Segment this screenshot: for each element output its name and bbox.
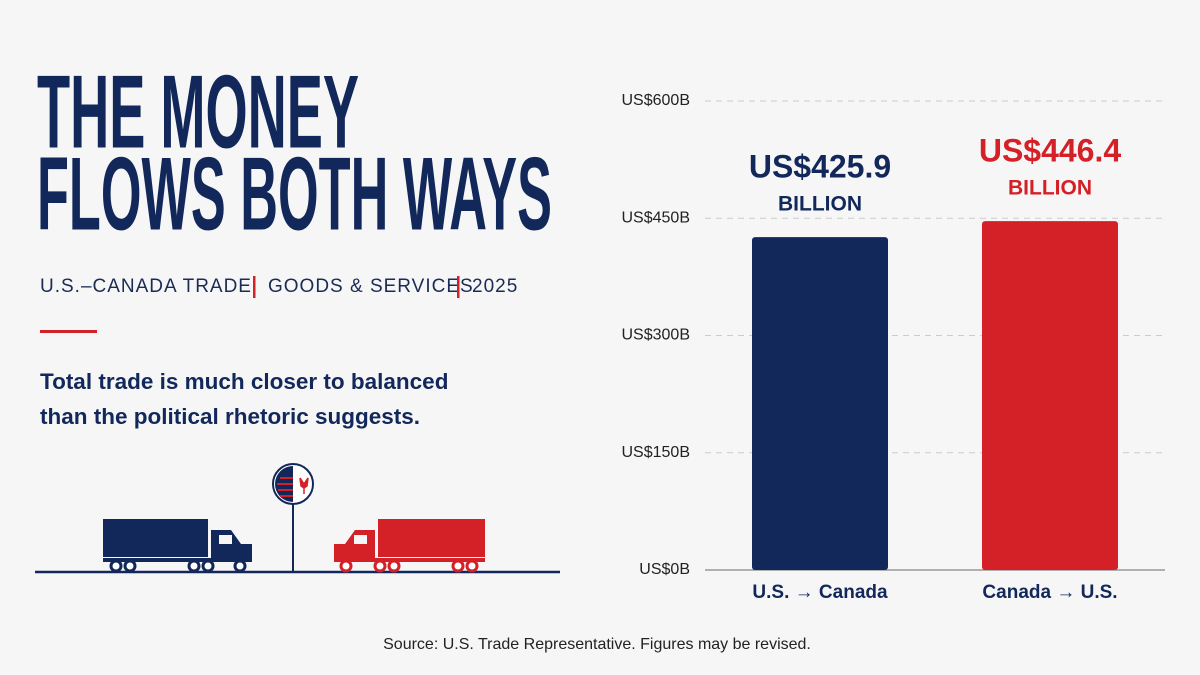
trucks-illustration: [35, 463, 560, 574]
value-label: US$446.4: [979, 133, 1122, 169]
plot: US$0B US$150B US$300B US$450B US$600B U.S. → …: [622, 92, 1165, 603]
y-tick-label: US$600B: [622, 92, 691, 109]
value-label-unit: BILLION: [778, 193, 862, 216]
y-tick-label: US$300B: [622, 327, 691, 344]
description: Total trade is much closer to balanced t…: [40, 369, 449, 429]
separator: [253, 276, 256, 298]
y-tick-label: US$0B: [639, 561, 690, 578]
subtitle-part: 2025: [472, 276, 518, 297]
title-line: FLOWS BOTH WAYS: [37, 136, 552, 252]
subtitle-part: GOODS & SERVICES: [268, 276, 474, 297]
x-tick-label: U.S. → Canada: [752, 582, 888, 603]
value-label: US$425.9: [749, 149, 891, 185]
bar: [982, 221, 1118, 570]
y-tick-label: US$450B: [622, 209, 691, 226]
subtitle-part: U.S.–CANADA TRADE: [40, 276, 252, 297]
separator: [457, 276, 460, 298]
bar: [752, 237, 888, 570]
source-note: Source: U.S. Trade Representative. Figur…: [383, 636, 811, 653]
value-label-unit: BILLION: [1008, 177, 1092, 200]
title-line: THE MONEY: [37, 54, 359, 170]
accent-line: [40, 330, 97, 333]
x-tick-label: Canada → U.S.: [982, 582, 1117, 603]
y-tick-label: US$150B: [622, 444, 691, 461]
